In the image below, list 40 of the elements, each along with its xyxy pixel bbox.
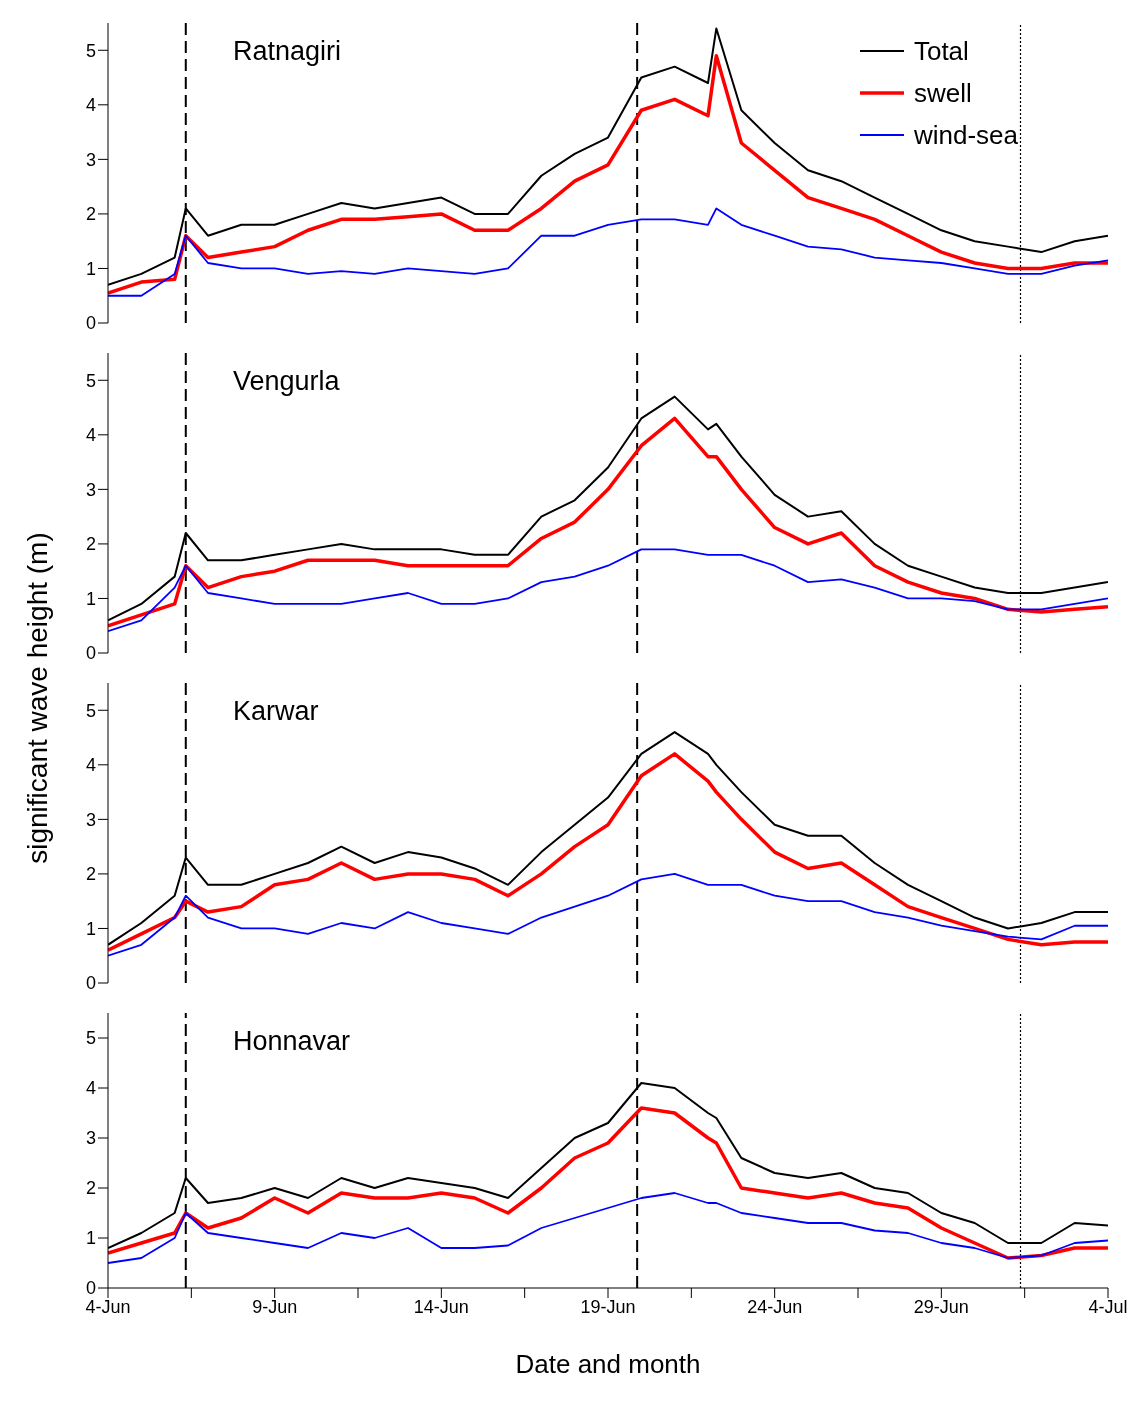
y-tick-label: 3	[85, 149, 96, 170]
y-axis-title: significant wave height (m)	[22, 532, 54, 864]
y-tick-label: 2	[85, 534, 96, 555]
y-tick-label: 3	[85, 809, 96, 830]
y-tick-label: 5	[85, 40, 96, 61]
annotation: Ratnagiri	[233, 36, 342, 67]
x-tick-label: 4-Jul	[1088, 1296, 1128, 1317]
y-tick-label: 4	[85, 1078, 96, 1099]
y-tick-label: 0	[85, 313, 96, 334]
y-tick-label: 2	[85, 1178, 96, 1199]
x-tick-label: 9-Jun	[252, 1296, 298, 1317]
annotation: Vengurla	[233, 366, 340, 397]
annotation: Karwar	[233, 696, 319, 727]
y-tick-label: 1	[85, 918, 96, 939]
x-tick-label: 29-Jun	[913, 1296, 969, 1317]
annotation: Honnavar	[233, 1026, 351, 1057]
legend-label: wind-sea	[913, 119, 1018, 151]
y-tick-label: 1	[85, 258, 96, 279]
y-tick-label: 4	[85, 425, 96, 446]
y-tick-label: 1	[85, 588, 96, 609]
y-tick-label: 3	[85, 1128, 96, 1149]
x-tick-label: 19-Jun	[580, 1296, 636, 1317]
y-tick-label: 2	[85, 204, 96, 225]
y-tick-label: 0	[85, 643, 96, 664]
x-axis-title: Date and month	[515, 1349, 701, 1379]
legend-label: swell	[913, 77, 972, 109]
x-tick-label: 4-Jun	[85, 1296, 131, 1317]
y-tick-label: 4	[85, 95, 96, 116]
y-tick-label: 5	[85, 370, 96, 391]
y-tick-label: 0	[85, 1278, 96, 1299]
y-tick-label: 0	[85, 973, 96, 994]
y-tick-label: 1	[85, 1228, 96, 1249]
x-tick-label: 14-Jun	[413, 1296, 469, 1317]
y-tick-label: 5	[85, 700, 96, 721]
y-tick-label: 4	[85, 755, 96, 776]
x-tick-label: 24-Jun	[747, 1296, 803, 1317]
y-tick-label: 3	[85, 479, 96, 500]
y-tick-label: 2	[85, 864, 96, 885]
y-tick-label: 5	[85, 1028, 96, 1049]
legend-label: Total	[913, 35, 969, 67]
